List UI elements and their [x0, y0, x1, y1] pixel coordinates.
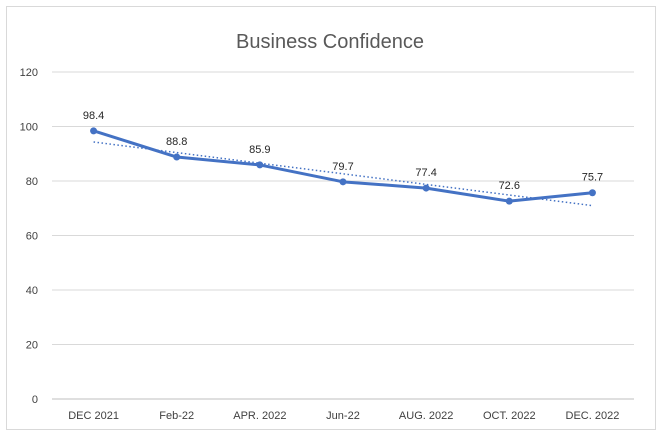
- x-tick-label: DEC 2021: [68, 410, 119, 422]
- data-point: [422, 184, 430, 192]
- y-tick-label: 60: [26, 231, 38, 243]
- trendline: [93, 141, 593, 207]
- data-label: 98.4: [83, 110, 104, 122]
- data-point: [256, 161, 264, 169]
- y-tick-label: 20: [26, 340, 38, 352]
- y-axis-ticks: 0 20 40 60 80 100 120: [20, 67, 38, 406]
- data-point: [339, 178, 347, 186]
- data-labels: 98.4 88.8 85.9 79.7 77.4 72.6 75.7: [83, 110, 603, 192]
- data-label: 77.4: [415, 167, 436, 179]
- y-tick-label: 40: [26, 285, 38, 297]
- data-point: [90, 127, 98, 135]
- data-label: 79.7: [332, 161, 353, 173]
- gridlines: [52, 71, 634, 400]
- data-label: 85.9: [249, 144, 270, 156]
- chart-title: Business Confidence: [236, 31, 424, 53]
- data-label: 75.7: [582, 172, 603, 184]
- x-tick-label: DEC. 2022: [566, 410, 620, 422]
- y-tick-label: 80: [26, 176, 38, 188]
- x-axis-ticks: DEC 2021 Feb-22 APR. 2022 Jun-22 AUG. 2022 OC…: [68, 410, 619, 422]
- data-label: 88.8: [166, 136, 187, 148]
- data-point: [173, 153, 181, 161]
- x-tick-label: AUG. 2022: [399, 410, 453, 422]
- chart-frame: [6, 6, 656, 430]
- series-group: [90, 127, 596, 205]
- y-tick-label: 100: [20, 122, 38, 134]
- trendline-group: [93, 141, 593, 207]
- x-tick-label: Jun-22: [326, 410, 360, 422]
- data-label: 72.6: [499, 180, 520, 192]
- data-point: [505, 197, 513, 205]
- x-tick-label: APR. 2022: [233, 410, 286, 422]
- y-tick-label: 120: [20, 67, 38, 79]
- x-tick-label: OCT. 2022: [483, 410, 536, 422]
- data-point: [588, 189, 596, 197]
- y-tick-label: 0: [32, 394, 38, 406]
- x-tick-label: Feb-22: [159, 410, 194, 422]
